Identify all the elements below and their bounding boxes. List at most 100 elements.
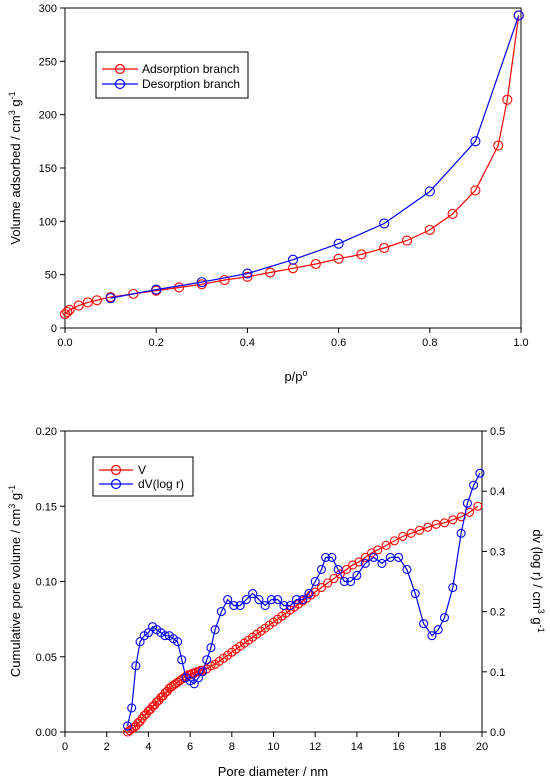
chart2-series-1-point (189, 679, 199, 689)
chart2-left-y-tick-label: 0.00 (36, 727, 57, 739)
legend-desorption-label: Desorption branch (142, 77, 240, 91)
chart1-series-0-point (265, 267, 276, 278)
chart2-series-1-point (456, 528, 466, 538)
chart2-series-0-point (381, 540, 391, 550)
chart2-series-1-point (369, 552, 379, 562)
chart2-series-1-point (469, 480, 479, 490)
chart2-right-y-tick-label: 0.1 (490, 667, 505, 679)
chart1-series-0-point (128, 288, 139, 299)
chart1-series-0-point (502, 94, 513, 105)
chart1-x-tick-label: 0.2 (149, 337, 164, 349)
chart2-x-tick-label: 12 (309, 741, 321, 753)
chart2-series-1-point (173, 637, 183, 647)
chart2-series-0-point (329, 573, 339, 584)
chart2-series-1-point (394, 552, 404, 562)
chart2-series-0-point (431, 519, 441, 529)
chart1-series (59, 10, 524, 320)
chart2-series (123, 468, 485, 737)
chart2-legend-box (92, 456, 194, 497)
chart2-series-0-point (389, 536, 399, 546)
chart2-series-1-point (206, 643, 216, 653)
chart2-right-y-axis-label: dv (log r) / cm3 g-1 (530, 529, 546, 632)
chart2-series-1-point (235, 601, 245, 611)
chart1-series-0-point (401, 235, 413, 246)
chart2-x-tick-label: 20 (476, 741, 488, 753)
chart-1: 0.0 0.2 0.4 0.6 0.8 1.0 0 50 100 150 200 250 300 p/… (7, 3, 529, 384)
chart2-series-1-point (433, 625, 443, 635)
chart1-series-0-point (424, 224, 435, 235)
chart2-series-0-point (373, 545, 383, 555)
chart1-series-0-point (493, 140, 504, 151)
chart2-x-tick-label: 18 (434, 741, 446, 753)
chart2-series-1-point (448, 582, 458, 593)
chart1-series-0-point (82, 297, 93, 308)
chart1-series-0-point (62, 306, 73, 318)
chart1-series-0-point (470, 185, 481, 196)
chart2-series-1-point (462, 498, 472, 508)
chart2-x-tick-label: 10 (267, 741, 279, 753)
chart1-series-0-point (91, 295, 102, 306)
chart2-series-1-point (360, 558, 370, 568)
chart2-series-1-point (352, 570, 362, 581)
chart2-x-tick-label: 6 (187, 741, 193, 753)
chart2-series-1-point (131, 661, 141, 671)
chart1-series-1-point (424, 186, 435, 197)
chart1-series-0-point (333, 253, 344, 264)
chart2-series-1-point (298, 595, 308, 605)
chart2-series-1-point (327, 552, 337, 562)
chart1-y-axis-label: Volume adsorbed / cm3 g-1 (7, 91, 23, 244)
chart1-y-tick-label: 250 (39, 56, 57, 68)
chart1-series-1-point (287, 254, 299, 265)
chart2-series-1-point (177, 655, 187, 665)
chart1-series-0-point (219, 274, 230, 286)
chart1-legend-box (95, 51, 249, 99)
legend-adsorption-marker (114, 63, 126, 75)
chart2-series-1-point (216, 607, 226, 617)
chart2-x-tick-label: 14 (351, 741, 363, 753)
chart2-series-0-point (323, 578, 333, 588)
chart2-series-1-point (266, 595, 276, 605)
chart2-series-1-point (229, 601, 239, 611)
chart2-legend: V dV(log r) (92, 456, 194, 497)
chart1-x-axis-label: p/po (284, 368, 307, 384)
chart2-right-y-tick-label: 0.2 (490, 607, 505, 619)
chart2-left-y-axis-label: Cumulative pore volume / cm3 g-1 (7, 485, 23, 677)
chart1-y-tick-label: 200 (39, 110, 57, 122)
chart2-series-1-point (439, 613, 450, 623)
chart2-series-1-point (346, 576, 356, 587)
chart2-left-y-tick-label: 0.20 (36, 426, 57, 438)
legend-adsorption-label: Adsorption branch (142, 62, 239, 76)
legend-v-marker (110, 464, 122, 476)
chart1-series-0-point (64, 304, 75, 315)
chart2-left-y-tick-label: 0.10 (36, 577, 57, 589)
chart1-series-1-point (105, 293, 116, 304)
chart1-series-0-point (310, 258, 321, 270)
chart1-series-1-point (242, 268, 253, 279)
chart2-series-1-point (260, 601, 270, 611)
chart1-x-tick-label: 0.0 (57, 337, 72, 349)
chart2-series-1-point (339, 576, 349, 587)
chart2-series-0-point (448, 515, 458, 525)
chart2-series-1-point (254, 595, 264, 605)
chart2-series-0-point (316, 582, 327, 593)
chart2-series-0-point (473, 501, 483, 511)
chart1-series-0-point (73, 300, 84, 311)
chart2-series-1-point (310, 576, 320, 587)
chart2-series-1-point (285, 601, 295, 611)
chart2-x-tick-label: 4 (145, 741, 151, 753)
chart2-series-1-point (241, 595, 251, 605)
chart2-series-1-point (210, 625, 220, 635)
chart1-y-tick-label: 100 (39, 216, 57, 228)
chart2-series-1-point (377, 558, 387, 568)
chart1-series-0-point (173, 282, 185, 293)
chart2-series-1-point (291, 595, 301, 605)
chart2-series-0-point (406, 528, 416, 538)
chart2-series-1-point (321, 552, 331, 562)
chart2-series-0-point (423, 522, 433, 532)
chart2-right-y-tick-label: 0.5 (490, 426, 505, 438)
chart2-x-tick-label: 8 (229, 741, 235, 753)
chart1-y-tick-label: 50 (45, 270, 57, 282)
chart2-series-1-point (304, 588, 314, 599)
chart1-series-0-point (447, 208, 458, 219)
chart1-series-1-point (470, 136, 481, 147)
